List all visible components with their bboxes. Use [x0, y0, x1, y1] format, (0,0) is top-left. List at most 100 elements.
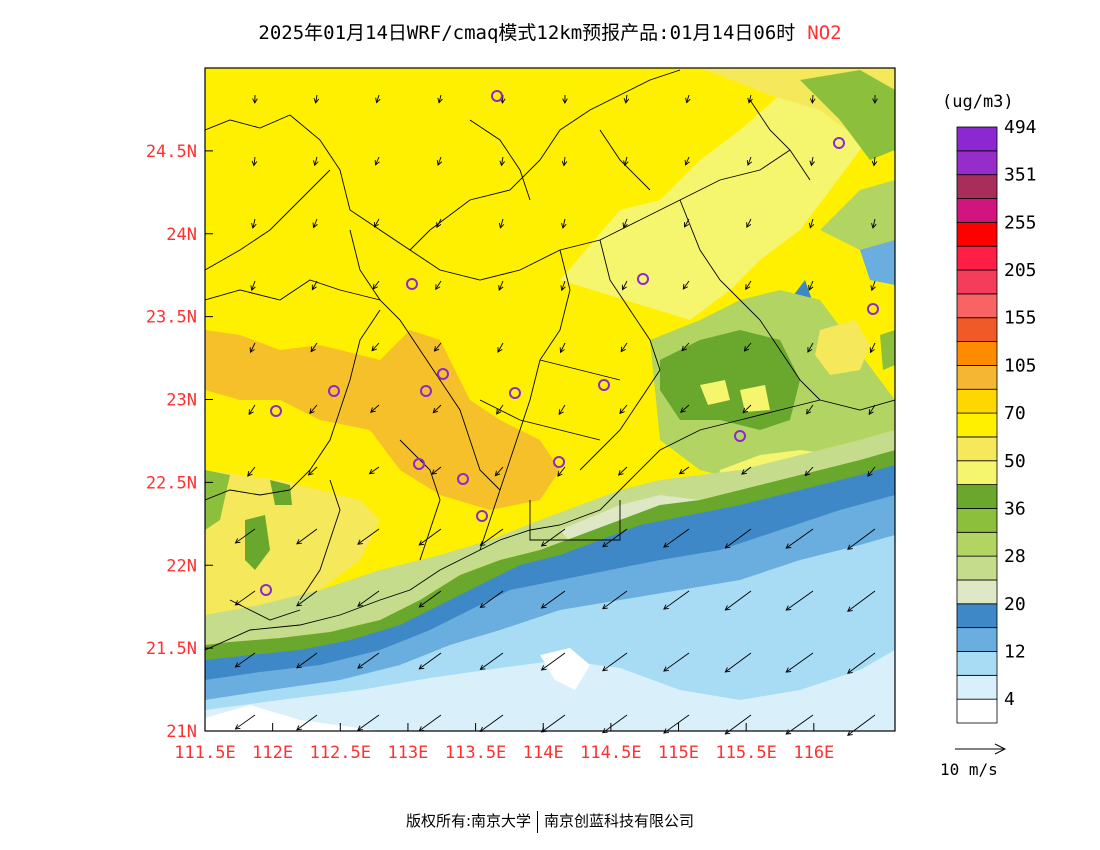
legend-swatch [956, 698, 998, 724]
wind-arrow [436, 218, 442, 229]
wind-arrow [809, 156, 815, 167]
wind-arrow [869, 342, 876, 354]
wind-arrow [602, 590, 628, 610]
wind-arrow [540, 652, 566, 671]
lon-tick-label: 116E [793, 743, 834, 763]
wind-arrow [617, 466, 628, 476]
legend-swatch [956, 269, 998, 295]
legend-swatch [956, 293, 998, 319]
lon-tick-label: 113.5E [445, 743, 506, 763]
lat-axis: 24.5N 24N 23.5N 23N 22.5N 22N 21.5N 21N [146, 142, 213, 742]
wind-arrow [663, 528, 690, 548]
wind-arrow [251, 156, 258, 167]
station-marker [509, 387, 521, 399]
wind-arrow [370, 404, 380, 413]
concentration-field [205, 68, 895, 731]
wind-arrow [296, 652, 318, 669]
chart-title: 2025年01月14日WRF/cmaq模式12km预报产品:01月14日06时 N… [0, 18, 1100, 45]
wind-arrow [357, 590, 380, 607]
station-marker [867, 303, 879, 315]
lat-tick-label: 22.5N [146, 473, 197, 493]
lat-tick-label: 24.5N [146, 142, 197, 162]
lon-tick-label: 112.5E [310, 743, 371, 763]
wind-arrow [868, 404, 876, 416]
wind-arrow [249, 342, 256, 354]
legend-swatch [956, 674, 998, 700]
wind-arrow [871, 156, 878, 167]
wind-arrow [309, 404, 318, 415]
wind-arrow [724, 652, 752, 673]
wind-arrow [557, 466, 566, 477]
legend-swatch [956, 555, 998, 581]
wind-arrow [296, 528, 318, 545]
wind-arrow [746, 218, 752, 229]
wind-arrow [785, 590, 814, 611]
color-legend: 4 12 20 28 36 50 70 105 155 205 255 351 494 [956, 117, 1037, 724]
wind-arrow [479, 652, 504, 670]
wind-arrow [494, 466, 504, 477]
wind-arrow [431, 466, 442, 475]
wind-arrow [620, 342, 628, 353]
footer-left: 版权所有:南京大学 [405, 812, 532, 830]
wind-arrow [663, 590, 690, 610]
wind-arrow [872, 94, 878, 104]
wind-arrow [558, 404, 566, 416]
wind-arrow [497, 342, 504, 353]
station-markers [260, 90, 879, 596]
legend-label: 494 [1004, 117, 1037, 138]
wind-arrow [313, 156, 319, 167]
wind-arrow [418, 590, 442, 608]
wind-arrow [870, 280, 876, 292]
wind-arrow [559, 342, 566, 354]
footer-right: 南京创蓝科技有限公司 [544, 812, 695, 830]
legend-label: 20 [1004, 594, 1026, 615]
legend-swatch [956, 174, 998, 199]
wind-arrow [374, 156, 380, 166]
wind-arrow [747, 94, 753, 104]
wind-arrow [622, 218, 628, 229]
wind-arrow [685, 94, 691, 104]
wind-arrow [847, 652, 876, 674]
wind-arrow [785, 652, 814, 673]
wind-vectors [234, 94, 878, 736]
lat-tick-label: 22N [166, 556, 197, 576]
legend-label: 50 [1004, 451, 1026, 472]
wind-arrow [680, 404, 690, 413]
wind-arrow [418, 528, 442, 546]
wind-arrow [433, 342, 442, 352]
wind-arrow [234, 590, 256, 606]
wind-arrow [311, 280, 318, 291]
wind-arrow [602, 528, 628, 548]
wind-arrow [252, 94, 258, 104]
wind-arrow [357, 714, 380, 731]
wind-arrow [678, 466, 690, 475]
wind-arrow [847, 528, 876, 550]
wind-arrow [560, 280, 566, 292]
wind-arrow [806, 404, 814, 415]
station-marker [328, 385, 340, 397]
lon-axis: 111.5E 112E 112.5E 113E 113.5E 114E 114.5E 115E… [174, 723, 834, 763]
wind-arrow [296, 714, 318, 731]
wind-arrow [684, 156, 690, 166]
legend-swatch [956, 341, 998, 366]
wind-arrow [804, 466, 814, 477]
legend-label: 36 [1004, 498, 1026, 519]
wind-arrow [663, 652, 690, 672]
station-marker [260, 584, 272, 596]
lon-tick-label: 115E [658, 743, 699, 763]
station-marker [553, 456, 565, 468]
lon-tick-label: 111.5E [174, 743, 235, 763]
lat-tick-label: 23.5N [146, 308, 197, 328]
wind-arrow [310, 342, 318, 353]
wind-arrow [375, 94, 381, 104]
legend-swatch [956, 627, 998, 652]
legend-label: 4 [1004, 689, 1015, 710]
lon-tick-label: 115.5E [715, 743, 776, 763]
admin-boundaries [205, 69, 895, 651]
wind-arrow [623, 156, 629, 167]
wind-arrow [681, 342, 690, 352]
wind-arrow [498, 218, 505, 229]
wind-arrow [847, 590, 876, 612]
wind-reference-arrow [955, 743, 1007, 755]
wind-arrow [623, 94, 630, 104]
